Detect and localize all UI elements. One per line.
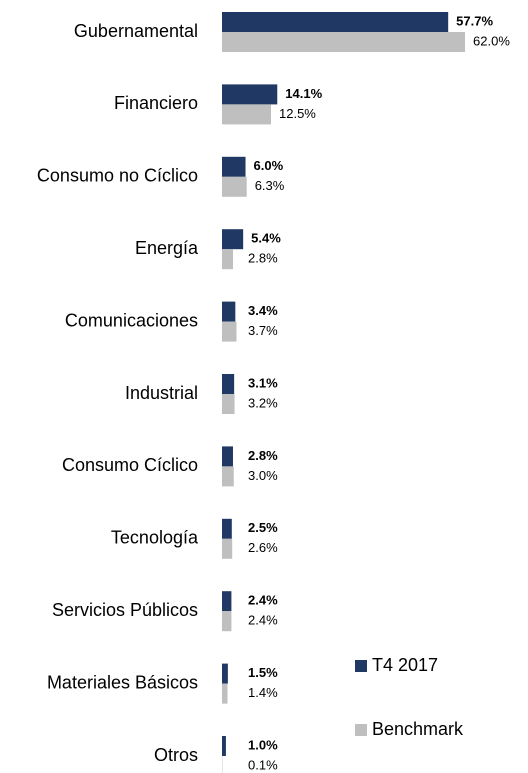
value-label: 1.5% <box>248 665 278 680</box>
value-label: 1.4% <box>248 685 278 700</box>
category-label: Consumo Cíclico <box>62 455 198 475</box>
category-label: Energía <box>135 238 199 258</box>
bar <box>222 156 246 177</box>
bar <box>222 374 235 394</box>
bar <box>222 736 226 756</box>
bar <box>222 229 244 250</box>
legend-label: Benchmark <box>372 719 464 739</box>
category-label: Tecnología <box>111 528 199 548</box>
value-label: 57.7% <box>456 13 493 28</box>
category-label: Consumo no Cíclico <box>37 166 198 186</box>
value-label: 3.4% <box>248 303 278 318</box>
value-label: 5.4% <box>251 231 281 246</box>
legend-swatch <box>355 724 367 736</box>
bar <box>222 12 449 32</box>
category-label: Servicios Públicos <box>52 600 198 620</box>
value-label: 6.3% <box>255 178 285 193</box>
bar <box>222 394 235 414</box>
bar <box>222 538 233 559</box>
category-label: Gubernamental <box>74 21 198 41</box>
category-label: Otros <box>154 745 198 765</box>
bar <box>222 84 278 105</box>
value-label: 3.1% <box>248 375 278 390</box>
bar <box>222 104 271 125</box>
category-label: Financiero <box>114 93 198 113</box>
bar <box>222 466 234 487</box>
category-label: Comunicaciones <box>65 310 198 330</box>
value-label: 2.8% <box>248 251 278 266</box>
bar <box>222 301 236 322</box>
legend-swatch <box>355 660 367 672</box>
bar <box>222 32 466 52</box>
value-label: 2.6% <box>248 540 278 555</box>
bar <box>222 663 228 684</box>
bar <box>222 683 228 704</box>
value-label: 12.5% <box>279 106 316 121</box>
value-label: 14.1% <box>285 86 322 101</box>
bar <box>222 518 232 539</box>
value-label: 3.2% <box>248 395 278 410</box>
value-label: 6.0% <box>254 158 284 173</box>
category-label: Materiales Básicos <box>47 672 198 692</box>
bar <box>222 321 237 342</box>
value-label: 62.0% <box>473 33 510 48</box>
category-label: Industrial <box>125 383 198 403</box>
bar <box>222 591 232 612</box>
value-label: 3.0% <box>248 468 278 483</box>
value-label: 2.8% <box>248 448 278 463</box>
bar <box>222 176 247 197</box>
bar <box>222 446 233 467</box>
value-label: 1.0% <box>248 737 278 752</box>
bar <box>222 249 233 270</box>
value-label: 3.7% <box>248 323 278 338</box>
value-label: 0.1% <box>248 757 278 772</box>
bar <box>222 611 232 632</box>
value-label: 2.4% <box>248 593 278 608</box>
value-label: 2.4% <box>248 613 278 628</box>
value-label: 2.5% <box>248 520 278 535</box>
legend-label: T4 2017 <box>372 655 438 675</box>
